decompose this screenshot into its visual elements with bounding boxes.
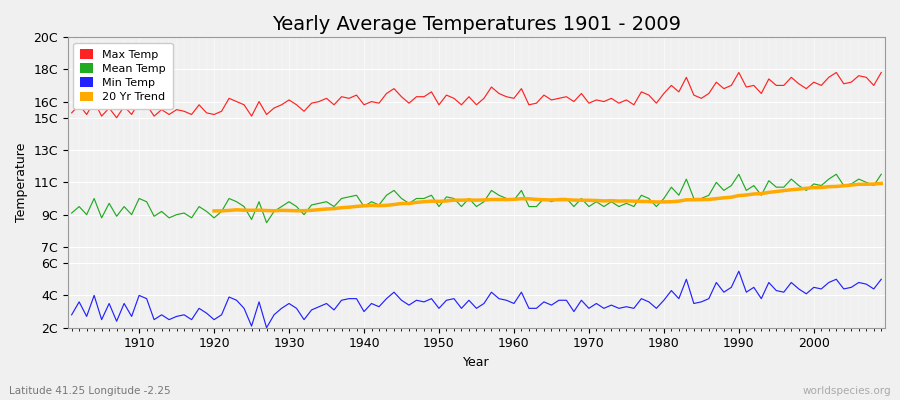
Title: Yearly Average Temperatures 1901 - 2009: Yearly Average Temperatures 1901 - 2009 <box>272 15 681 34</box>
Legend: Max Temp, Mean Temp, Min Temp, 20 Yr Trend: Max Temp, Mean Temp, Min Temp, 20 Yr Tre… <box>74 42 173 109</box>
Text: worldspecies.org: worldspecies.org <box>803 386 891 396</box>
Text: Latitude 41.25 Longitude -2.25: Latitude 41.25 Longitude -2.25 <box>9 386 171 396</box>
Y-axis label: Temperature: Temperature <box>15 143 28 222</box>
X-axis label: Year: Year <box>464 356 490 369</box>
